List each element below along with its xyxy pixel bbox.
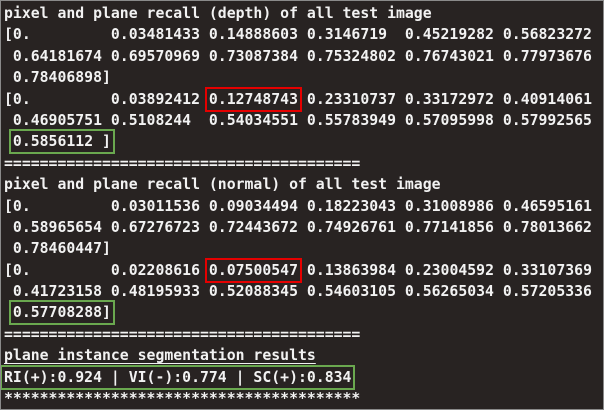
normal-pixel-recall-row-2: 0.58965654 0.67276723 0.72443672 0.74926… <box>4 217 603 238</box>
depth-pixel-recall-row-1-seg-0: [0. 0.03481433 0.14888603 0.3146719 0.45… <box>4 26 592 44</box>
depth-plane-recall-row-2-seg-0: 0.46905751 0.5108244 0.54034551 0.557839… <box>4 111 592 129</box>
normal-plane-recall-row-1-seg-1-red-boxed: 0.07500547 <box>204 257 303 283</box>
depth-recall-title: pixel and plane recall (depth) of all te… <box>4 3 603 24</box>
depth-recall-title-seg-0: pixel and plane recall (depth) of all te… <box>4 5 432 22</box>
separator-equals-2-seg-0: ======================================== <box>4 325 361 343</box>
depth-plane-recall-row-1-seg-2: 0.23310737 0.33172972 0.40914061 <box>298 90 592 108</box>
separator-asterisks-seg-0: **************************************** <box>4 390 361 408</box>
normal-recall-title-seg-0: pixel and plane recall (normal) of all t… <box>4 176 441 194</box>
normal-pixel-recall-row-3: 0.78460447] <box>4 238 603 259</box>
separator-equals-1: ======================================== <box>4 153 603 174</box>
separator-equals-2: ======================================== <box>4 324 603 345</box>
normal-plane-recall-row-3: 0.57708288] <box>4 300 603 326</box>
depth-plane-recall-row-1: [0. 0.03892412 0.12748743 0.23310737 0.3… <box>4 86 603 112</box>
normal-plane-recall-row-1-seg-2: 0.13863984 0.23004592 0.33107369 <box>298 261 592 279</box>
normal-pixel-recall-row-1: [0. 0.03011536 0.09034494 0.18223043 0.3… <box>4 196 603 217</box>
normal-plane-recall-row-3-seg-1-green-boxed: 0.57708288] <box>8 300 115 326</box>
segmentation-results-title-seg-0: plane instance segmentation results <box>4 347 316 365</box>
segmentation-results-metrics-seg-0-green-boxed: RI(+):0.924 | VI(-):0.774 | SC(+):0.834 <box>1 364 356 390</box>
segmentation-results-metrics: RI(+):0.924 | VI(-):0.774 | SC(+):0.834 <box>1 364 603 390</box>
depth-plane-recall-row-2: 0.46905751 0.5108244 0.54034551 0.557839… <box>4 110 603 131</box>
depth-pixel-recall-row-3: 0.78406898] <box>4 67 603 88</box>
normal-plane-recall-row-2: 0.41723158 0.48195933 0.52088345 0.54603… <box>4 281 603 302</box>
depth-plane-recall-row-3-seg-0 <box>4 133 13 150</box>
depth-pixel-recall-row-3-seg-0: 0.78406898] <box>4 69 111 87</box>
depth-pixel-recall-row-2-seg-0: 0.64181674 0.69570969 0.73087384 0.75324… <box>4 47 592 65</box>
normal-plane-recall-row-2-seg-0: 0.41723158 0.48195933 0.52088345 0.54603… <box>4 283 592 301</box>
depth-plane-recall-row-1-seg-0: [0. 0.03892412 <box>4 90 209 108</box>
depth-pixel-recall-row-1: [0. 0.03481433 0.14888603 0.3146719 0.45… <box>4 24 603 45</box>
normal-plane-recall-row-3-seg-0 <box>4 304 13 321</box>
normal-pixel-recall-row-1-seg-0: [0. 0.03011536 0.09034494 0.18223043 0.3… <box>4 197 592 215</box>
normal-plane-recall-row-1-seg-0: [0. 0.02208616 <box>4 261 209 279</box>
separator-equals-1-seg-0: ======================================== <box>4 154 361 172</box>
depth-plane-recall-row-3: 0.5856112 ] <box>4 129 603 155</box>
depth-plane-recall-row-1-seg-1-red-boxed: 0.12748743 <box>204 86 303 112</box>
normal-recall-title: pixel and plane recall (normal) of all t… <box>4 174 603 195</box>
segmentation-results-title: plane instance segmentation results <box>4 345 603 366</box>
separator-asterisks: **************************************** <box>4 388 603 409</box>
normal-plane-recall-row-1: [0. 0.02208616 0.07500547 0.13863984 0.2… <box>4 257 603 283</box>
depth-pixel-recall-row-2: 0.64181674 0.69570969 0.73087384 0.75324… <box>4 46 603 67</box>
depth-plane-recall-row-3-seg-1-green-boxed: 0.5856112 ] <box>8 129 115 155</box>
normal-pixel-recall-row-3-seg-0: 0.78460447] <box>4 240 111 258</box>
normal-pixel-recall-row-2-seg-0: 0.58965654 0.67276723 0.72443672 0.74926… <box>4 218 592 236</box>
